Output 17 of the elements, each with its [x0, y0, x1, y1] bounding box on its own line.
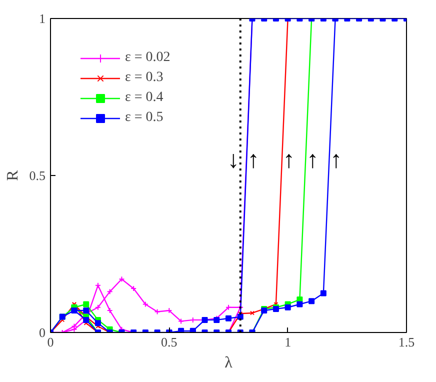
annotation: ↑	[282, 146, 295, 174]
y-axis-title: R	[4, 170, 22, 181]
annotation: ↑	[330, 146, 342, 174]
legend-label: ε = 0.3	[125, 70, 164, 86]
x-axis-title: λ	[224, 354, 233, 372]
y-tick-label: 0	[39, 325, 46, 340]
x-tick-label: 1.5	[398, 334, 415, 350]
y-tick-label: 0.5	[29, 168, 46, 183]
legend-label: ε = 0.5	[125, 110, 164, 126]
annotation: ↑	[247, 146, 260, 174]
annotation: ↓	[227, 146, 240, 174]
legend-label: ε = 0.02	[125, 50, 170, 66]
legend-label: ε = 0.4	[125, 90, 164, 106]
x-tick-label: 1	[284, 334, 292, 350]
y-tick-label: 1	[39, 11, 46, 26]
annotation: ↑	[306, 146, 319, 174]
x-tick-label: 0.5	[161, 334, 178, 350]
